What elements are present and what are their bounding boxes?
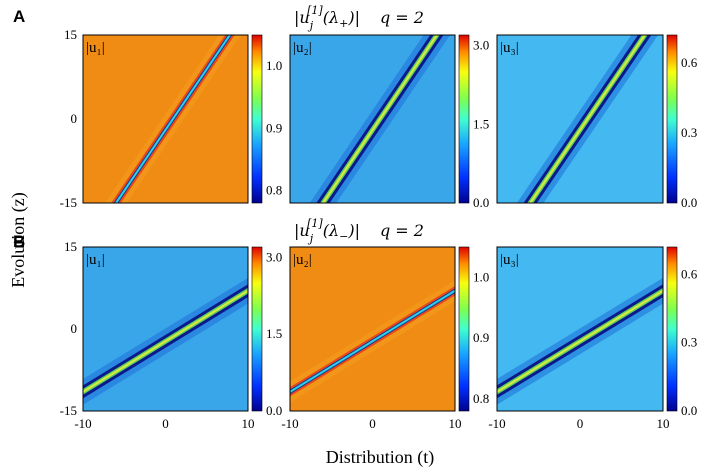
y-tick-label: 0: [71, 321, 78, 336]
y-tick-label: 15: [64, 27, 77, 42]
colorbar-tick-label: 0.0: [473, 195, 489, 210]
colorbar: [666, 34, 678, 204]
y-tick-label: 0: [71, 111, 78, 126]
colorbar-tick-label: 1.5: [266, 326, 282, 341]
y-tick-label: 15: [64, 239, 77, 254]
x-tick-label: 0: [577, 416, 584, 431]
plot-frame: [82, 246, 249, 412]
component-tag: |u₁|: [86, 40, 105, 56]
colorbar-tick-label: 0.3: [681, 125, 697, 140]
x-tick-label: -10: [281, 416, 298, 431]
plot-frame: [289, 246, 456, 412]
colorbar-tick-label: 1.0: [266, 58, 282, 73]
svg-text:|uj[1](λ+)|q = 2: |uj[1](λ+)| q = 2: [294, 4, 424, 32]
heatmap-a-u2: |u₂| 3.0 1.5 0.0: [289, 34, 489, 210]
heatmap-b-u3: |u₃| 0.6 0.3 0.0 -10 0 10: [488, 246, 698, 431]
plot-frame: [82, 34, 249, 204]
x-tick-label: -10: [74, 416, 91, 431]
colorbar: [458, 34, 470, 204]
row-title-b: |uj[1](λ−)| q = 2: [294, 217, 424, 245]
colorbar: [458, 246, 470, 412]
colorbar-tick-label: 0.0: [681, 195, 697, 210]
x-tick-label: 10: [449, 416, 462, 431]
colorbar-tick-label: 0.8: [266, 183, 282, 198]
component-tag: |u₁|: [86, 252, 105, 268]
heatmap-b-u2: |u₂| 1.0 0.9 0.8 -10 0 10: [281, 246, 489, 431]
panel-letter-b: B: [13, 232, 25, 251]
component-tag: |u₂|: [293, 252, 312, 268]
x-tick-label: 10: [657, 416, 670, 431]
heatmap-b-u1: |u₁| 3.0 1.5 0.0 15 0 -15-10 0 10: [60, 239, 283, 431]
component-tag: |u₃|: [500, 40, 519, 56]
x-tick-label: -10: [488, 416, 505, 431]
colorbar-tick-label: 0.9: [473, 330, 489, 345]
y-axis-title: Evolution (z): [8, 192, 29, 287]
heatmap-a-u1: |u₁| 1.0 0.9 0.8 15 0 -15: [60, 27, 283, 210]
heatmap-a-u3: |u₃| 0.6 0.3 0.0: [496, 34, 698, 210]
colorbar-tick-label: 0.6: [681, 266, 698, 281]
colorbar-tick-label: 1.0: [473, 269, 489, 284]
x-tick-label: 0: [369, 416, 376, 431]
x-axis-title: Distribution (t): [326, 447, 435, 468]
x-tick-label: 0: [162, 416, 169, 431]
colorbar-tick-label: 0.6: [681, 55, 698, 70]
colorbar-tick-label: 0.3: [681, 335, 697, 350]
colorbar-tick-label: 1.5: [473, 116, 489, 131]
colorbar: [666, 246, 678, 412]
x-tick-label: 10: [242, 416, 255, 431]
colorbar-tick-label: 0.0: [266, 403, 282, 418]
colorbar-tick-label: 3.0: [266, 249, 282, 264]
colorbar-tick-label: 3.0: [473, 38, 489, 53]
y-tick-label: -15: [60, 195, 77, 210]
plot-frame: [496, 34, 664, 204]
component-tag: |u₃|: [500, 252, 519, 268]
y-tick-label: -15: [60, 403, 77, 418]
plot-frame: [496, 246, 664, 412]
component-tag: |u₂|: [293, 40, 312, 56]
plot-panels: |u₁| 1.0 0.9 0.8 15 0 -15 |u₂| 3.0 1.5 0.0 |u₃| 0.6 0…: [60, 27, 698, 431]
plot-frame: [289, 34, 456, 204]
row-title-a: |uj[1](λ+)| q = 2: [294, 4, 424, 32]
colorbar-tick-label: 0.9: [266, 120, 282, 135]
colorbar: [251, 34, 263, 204]
colorbar: [251, 246, 263, 412]
svg-text:|uj[1](λ−)|q = 2: |uj[1](λ−)| q = 2: [294, 217, 424, 245]
panel-letter-a: A: [13, 7, 25, 26]
colorbar-tick-label: 0.0: [681, 403, 697, 418]
colorbar-tick-label: 0.8: [473, 391, 489, 406]
